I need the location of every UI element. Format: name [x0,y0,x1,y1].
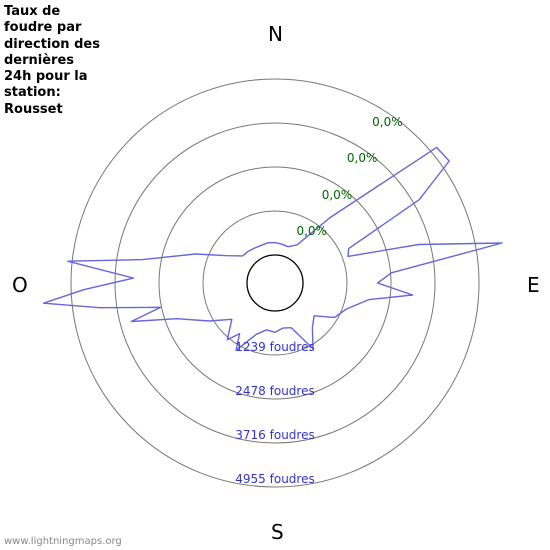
ring-label-percent: 0,0% [372,115,403,129]
chart-title: Taux de foudre par direction des dernièr… [4,4,104,118]
cardinal-s: S [271,520,284,544]
ring-label-percent: 0,0% [347,151,378,165]
source-url: www.lightningmaps.org [4,536,122,547]
ring-label-foudres: 3716 foudres [235,428,314,442]
ring-label-foudres: 1239 foudres [235,340,314,354]
ring-label-percent: 0,0% [322,188,353,202]
ring-label-percent: 0,0% [296,224,327,238]
cardinal-e: E [527,273,540,297]
polar-rose-chart: Taux de foudre par direction des dernièr… [0,0,550,550]
ring-label-foudres: 4955 foudres [235,472,314,486]
ring-label-foudres: 2478 foudres [235,384,314,398]
cardinal-n: N [268,22,283,46]
cardinal-o: O [12,273,28,297]
